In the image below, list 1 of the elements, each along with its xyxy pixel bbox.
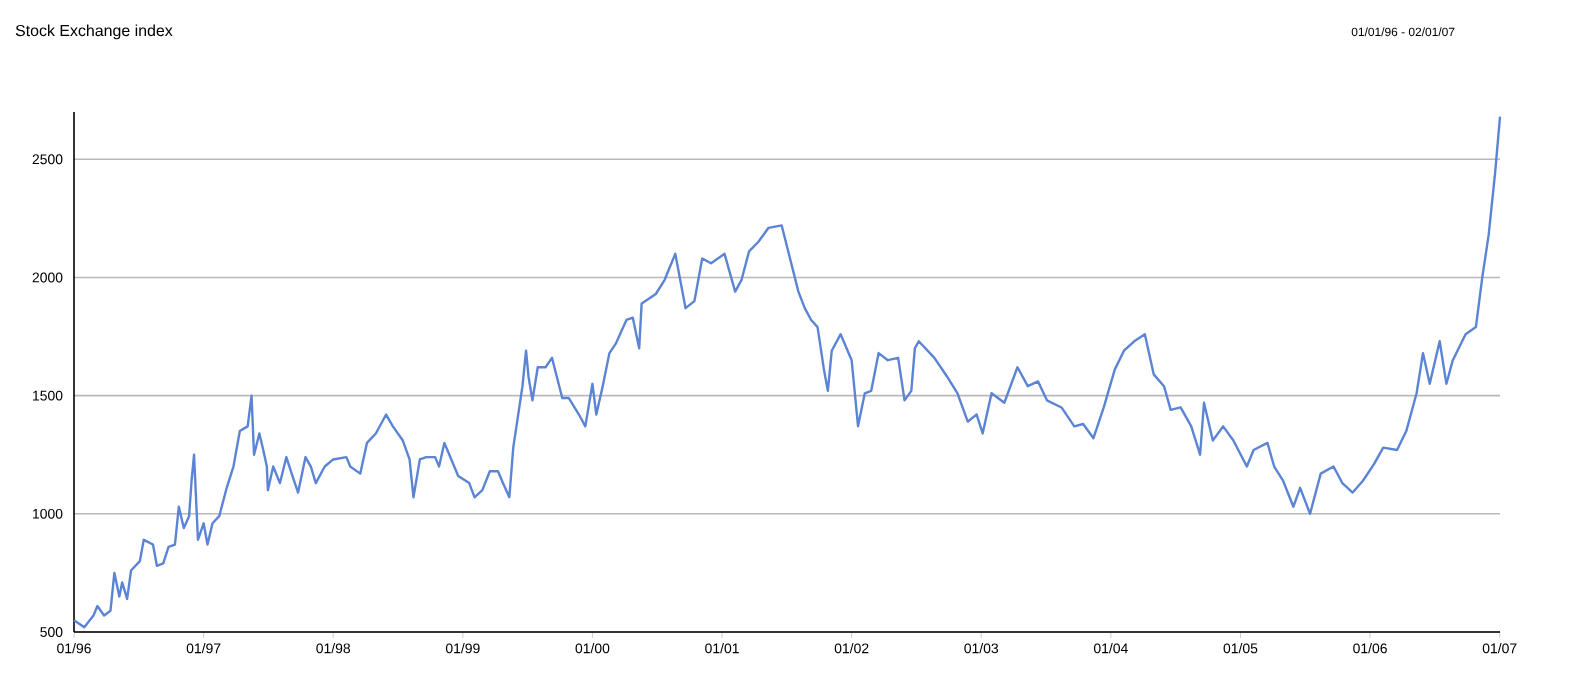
line-series xyxy=(72,115,1502,629)
